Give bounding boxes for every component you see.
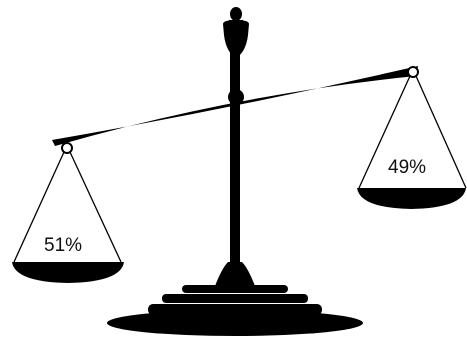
left-chain-left bbox=[13, 151, 65, 263]
scale-pillar bbox=[230, 52, 240, 270]
base-cone bbox=[215, 262, 255, 286]
base-bottom-tier bbox=[107, 310, 363, 336]
scale-base bbox=[107, 262, 363, 336]
scale-finial bbox=[223, 7, 249, 58]
right-pan bbox=[357, 188, 466, 209]
base-upper-tier bbox=[162, 294, 308, 303]
right-hook-ring bbox=[407, 66, 419, 78]
left-pan-percent-label: 51% bbox=[44, 235, 82, 256]
base-top-tier bbox=[182, 285, 288, 293]
right-pan-percent-label: 49% bbox=[388, 157, 426, 178]
right-pan-assembly: 49% bbox=[357, 66, 467, 209]
beam-center-hub bbox=[228, 89, 244, 105]
base-middle-tier bbox=[148, 304, 322, 315]
right-chain-left bbox=[358, 75, 411, 189]
left-chain-right bbox=[69, 151, 122, 263]
left-hook-ring bbox=[61, 142, 73, 154]
left-pan-assembly: 51% bbox=[12, 142, 124, 283]
left-pan bbox=[12, 262, 124, 283]
right-chain-right bbox=[415, 75, 467, 189]
